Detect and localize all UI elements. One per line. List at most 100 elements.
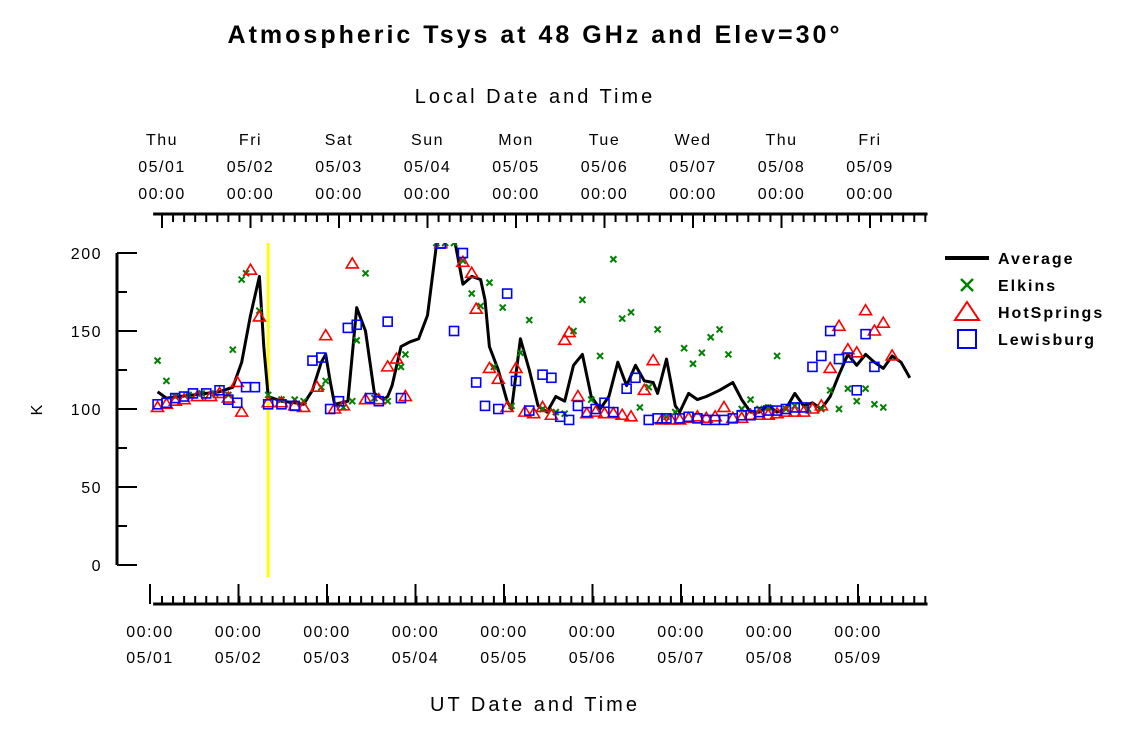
hotsprings-point [274, 395, 289, 408]
top-tick-date: 05/02 [227, 159, 275, 176]
hotsprings-point [490, 371, 506, 385]
elkins-point-stroke [835, 405, 843, 413]
elkins-point-stroke [401, 350, 410, 359]
elkins-point-stroke [397, 363, 405, 371]
lewisburg-point [342, 322, 354, 334]
elkins-point [879, 403, 887, 412]
legend-swatch [953, 300, 981, 321]
top-tick-day: Fri [858, 132, 881, 149]
bottom-tick-time: 00:00 [834, 624, 882, 641]
series-elkins [153, 243, 887, 421]
hotsprings-point [380, 359, 396, 372]
lewisburg-point [373, 395, 385, 407]
hotsprings-point [884, 348, 900, 361]
top-tick-date: 05/05 [492, 159, 540, 176]
hotsprings-point [189, 388, 205, 402]
top-tick-date: 05/06 [581, 159, 629, 176]
top-tick-date: 05/08 [758, 159, 806, 176]
elkins-point [870, 400, 879, 409]
top-tick-day: Sat [325, 132, 354, 149]
elkins-point [680, 344, 688, 352]
elkins-point-stroke [879, 403, 887, 412]
hotsprings-point [605, 406, 621, 419]
lewisburg-point [289, 400, 301, 412]
elkins-point [397, 363, 405, 371]
elkins-point-stroke [578, 296, 587, 304]
elkins-point [609, 255, 618, 263]
top-tick-time: 00:00 [315, 186, 363, 203]
top-tick-date: 05/01 [138, 159, 186, 176]
bottom-tick-date: 05/01 [126, 650, 174, 667]
bottom-tick-time: 00:00 [392, 624, 440, 641]
lewisburg-point [869, 361, 880, 373]
bottom-tick-date: 05/04 [392, 650, 440, 667]
elkins-point-stroke [162, 377, 171, 385]
lewisburg-point [262, 399, 274, 410]
elkins-point-stroke [596, 352, 604, 360]
lewisburg-point [842, 352, 854, 363]
bottom-tick-date: 05/05 [480, 650, 528, 667]
lewisburg-point [851, 384, 863, 396]
top-tick-time: 00:00 [138, 186, 186, 203]
elkins-point [153, 356, 162, 365]
lewisburg-point [807, 361, 818, 373]
elkins-point [627, 308, 635, 316]
elkins-point-stroke [715, 325, 724, 334]
bottom-tick-time: 00:00 [657, 624, 705, 641]
top-tick-time: 00:00 [581, 186, 629, 203]
bottom-tick-time: 00:00 [215, 624, 263, 641]
elkins-point-stroke [229, 346, 237, 354]
hotsprings-point [681, 410, 696, 424]
average-line [156, 243, 912, 414]
hotsprings-point [849, 345, 865, 358]
hotsprings-point [716, 399, 732, 413]
elkins-point [441, 243, 449, 247]
elkins-point-stroke [434, 243, 441, 247]
hotsprings-point [499, 399, 515, 413]
hotsprings-point [358, 392, 373, 405]
elkins-point [853, 397, 861, 405]
elkins-point-stroke [242, 269, 250, 277]
hotsprings-point [672, 412, 688, 425]
elkins-point-stroke [499, 303, 507, 312]
hotsprings-point [176, 392, 192, 405]
top-tick-day: Tue [589, 132, 620, 149]
hotsprings-point [212, 385, 227, 399]
lewisburg-point [661, 413, 672, 424]
hotsprings-point [561, 325, 577, 338]
hotsprings-point [690, 409, 705, 422]
hotsprings-point [778, 404, 794, 417]
elkins-point [490, 363, 498, 371]
lewisburg-point [187, 388, 199, 399]
lewisburg-point [501, 288, 513, 299]
lewisburg-point [315, 352, 327, 363]
elkins-point [468, 289, 476, 298]
hotsprings-point [769, 406, 785, 419]
lewisburg-point [608, 406, 619, 418]
series-average [156, 243, 912, 414]
lewisburg-point [572, 400, 584, 412]
hotsprings-point [751, 407, 767, 421]
hotsprings-point [526, 406, 542, 419]
lewisburg-point [537, 369, 548, 380]
hotsprings-point [654, 412, 670, 425]
elkins-point-stroke [443, 243, 449, 247]
elkins-point [162, 377, 171, 385]
legend-item-average: Average [945, 251, 1073, 268]
elkins-point-stroke [627, 308, 635, 316]
elkins-point-stroke [861, 385, 870, 393]
lewisburg-point [382, 316, 393, 327]
lewisburg-point [479, 400, 491, 412]
top-tick-day: Thu [146, 132, 178, 149]
elkins-point [746, 395, 755, 404]
elkins-point-stroke [452, 243, 458, 247]
y-tick-label: 150 [71, 324, 102, 341]
legend-item-lewisburg: Lewisburg [957, 329, 1094, 349]
hotsprings-point [234, 404, 250, 417]
hotsprings-point [570, 388, 586, 402]
hotsprings-point [309, 379, 325, 392]
lewisburg-point [860, 328, 871, 340]
hotsprings-point [663, 412, 679, 425]
top-tick-date: 05/07 [669, 159, 717, 176]
